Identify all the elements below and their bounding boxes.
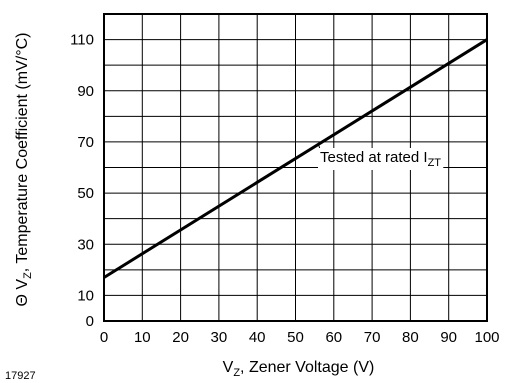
x-axis-label: VZ, Zener Voltage (V) xyxy=(223,359,375,379)
annotation-background xyxy=(318,148,444,170)
y-tick-label: 0 xyxy=(86,313,94,330)
y-tick-label: 90 xyxy=(77,83,94,100)
x-tick-label: 70 xyxy=(364,329,381,346)
annotation: Tested at rated IZT xyxy=(318,144,444,170)
y-tick-label: 30 xyxy=(77,236,94,253)
y-axis-label: Θ VZ, Temperature Coefficient (mV/°C) xyxy=(14,33,34,307)
x-tick-label: 0 xyxy=(100,329,108,346)
x-tick-label: 30 xyxy=(211,329,228,346)
y-tick-label: 70 xyxy=(77,134,94,151)
ticks: 0 10 20 30 40 50 60 70 80 90 100 0 10 30 50 70 90 110 xyxy=(70,32,499,346)
x-tick-label: 20 xyxy=(172,329,189,346)
grid xyxy=(104,14,487,321)
y-tick-label: 110 xyxy=(70,32,94,49)
y-tick-label: 10 xyxy=(77,287,94,304)
plot-frame xyxy=(103,13,488,322)
y-tick-label: 50 xyxy=(77,185,94,202)
x-tick-label: 60 xyxy=(325,329,342,346)
figure-id: 17927 xyxy=(5,370,36,382)
x-tick-label: 80 xyxy=(402,329,419,346)
x-tick-label: 40 xyxy=(249,329,266,346)
x-tick-label: 90 xyxy=(440,329,457,346)
annotation-text: Tested at rated IZT xyxy=(320,149,441,169)
series-line xyxy=(103,38,488,279)
series-layer xyxy=(103,38,488,279)
x-tick-label: 50 xyxy=(287,329,304,346)
x-tick-label: 10 xyxy=(134,329,151,346)
x-tick-label: 100 xyxy=(474,329,499,346)
